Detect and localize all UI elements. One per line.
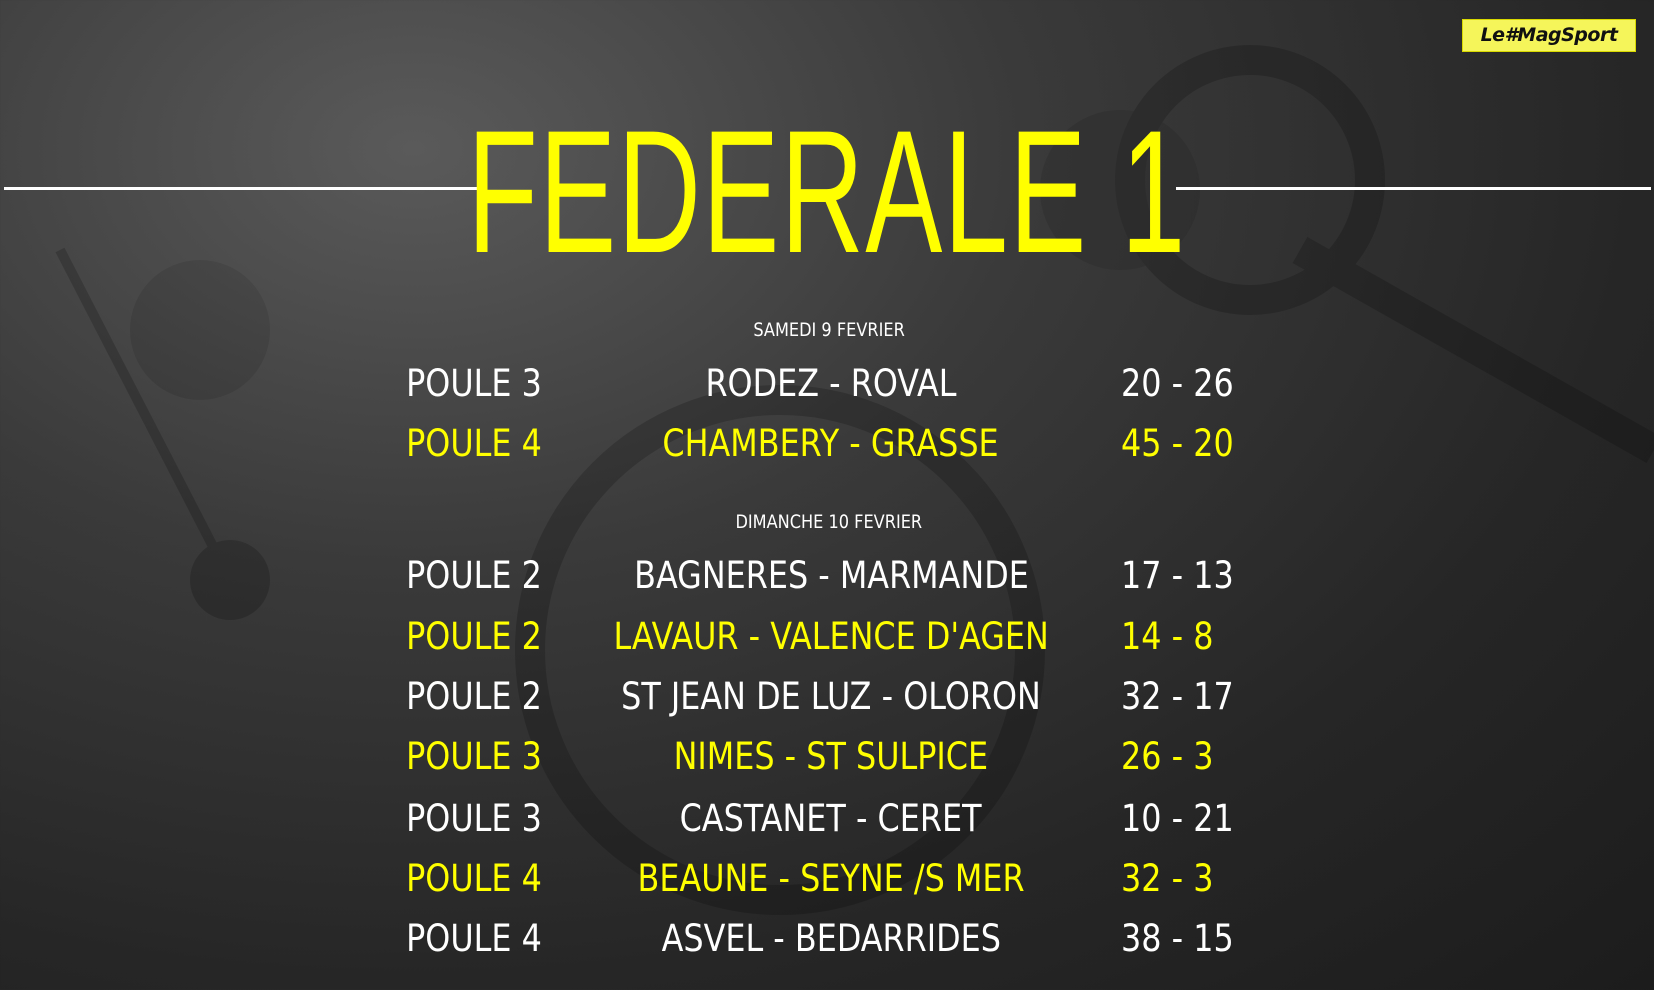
poule-label: POULE 3 bbox=[406, 362, 542, 405]
match-row: POULE 4 CHAMBERY - GRASSE 45 - 20 bbox=[0, 419, 1654, 469]
poule-label: POULE 2 bbox=[406, 554, 542, 597]
match-score: 17 - 13 bbox=[1121, 554, 1234, 597]
match-score: 32 - 17 bbox=[1121, 675, 1234, 718]
match-row: POULE 2 BAGNERES - MARMANDE 17 - 13 bbox=[0, 551, 1654, 601]
day-header: SAMEDI 9 FEVRIER bbox=[753, 319, 905, 341]
poule-label: POULE 4 bbox=[406, 857, 542, 900]
title-divider-right bbox=[1176, 187, 1651, 190]
poule-label: POULE 2 bbox=[406, 675, 542, 718]
title-divider-left bbox=[4, 187, 482, 190]
match-teams: CHAMBERY - GRASSE bbox=[662, 422, 1000, 465]
match-row: POULE 3 NIMES - ST SULPICE 26 - 3 bbox=[0, 732, 1654, 782]
match-row: POULE 4 BEAUNE - SEYNE /S MER 32 - 3 bbox=[0, 854, 1654, 904]
match-teams: RODEZ - ROVAL bbox=[705, 362, 957, 405]
match-row: POULE 2 ST JEAN DE LUZ - OLORON 32 - 17 bbox=[0, 672, 1654, 722]
match-score: 10 - 21 bbox=[1121, 797, 1234, 840]
poule-label: POULE 4 bbox=[406, 917, 542, 960]
match-row: POULE 3 RODEZ - ROVAL 20 - 26 bbox=[0, 359, 1654, 409]
poule-label: POULE 3 bbox=[406, 735, 542, 778]
match-teams: ASVEL - BEDARRIDES bbox=[661, 917, 1001, 960]
poule-label: POULE 4 bbox=[406, 422, 542, 465]
match-score: 32 - 3 bbox=[1121, 857, 1214, 900]
poule-label: POULE 3 bbox=[406, 797, 542, 840]
match-score: 45 - 20 bbox=[1121, 422, 1234, 465]
page-title: FEDERALE 1 bbox=[467, 95, 1187, 290]
day-header: DIMANCHE 10 FEVRIER bbox=[735, 511, 923, 533]
match-score: 38 - 15 bbox=[1121, 917, 1234, 960]
match-teams: BEAUNE - SEYNE /S MER bbox=[637, 857, 1025, 900]
match-teams: ST JEAN DE LUZ - OLORON bbox=[621, 675, 1041, 718]
match-teams: LAVAUR - VALENCE D'AGEN bbox=[613, 615, 1049, 658]
match-row: POULE 2 LAVAUR - VALENCE D'AGEN 14 - 8 bbox=[0, 612, 1654, 662]
match-score: 20 - 26 bbox=[1121, 362, 1234, 405]
match-score: 26 - 3 bbox=[1121, 735, 1214, 778]
match-row: POULE 3 CASTANET - CERET 10 - 21 bbox=[0, 794, 1654, 844]
match-row: POULE 4 ASVEL - BEDARRIDES 38 - 15 bbox=[0, 914, 1654, 964]
poule-label: POULE 2 bbox=[406, 615, 542, 658]
match-score: 14 - 8 bbox=[1121, 615, 1214, 658]
match-teams: CASTANET - CERET bbox=[680, 797, 982, 840]
lemagsport-logo: Le#MagSport bbox=[1462, 19, 1636, 52]
match-teams: NIMES - ST SULPICE bbox=[673, 735, 989, 778]
match-teams: BAGNERES - MARMANDE bbox=[633, 554, 1029, 597]
